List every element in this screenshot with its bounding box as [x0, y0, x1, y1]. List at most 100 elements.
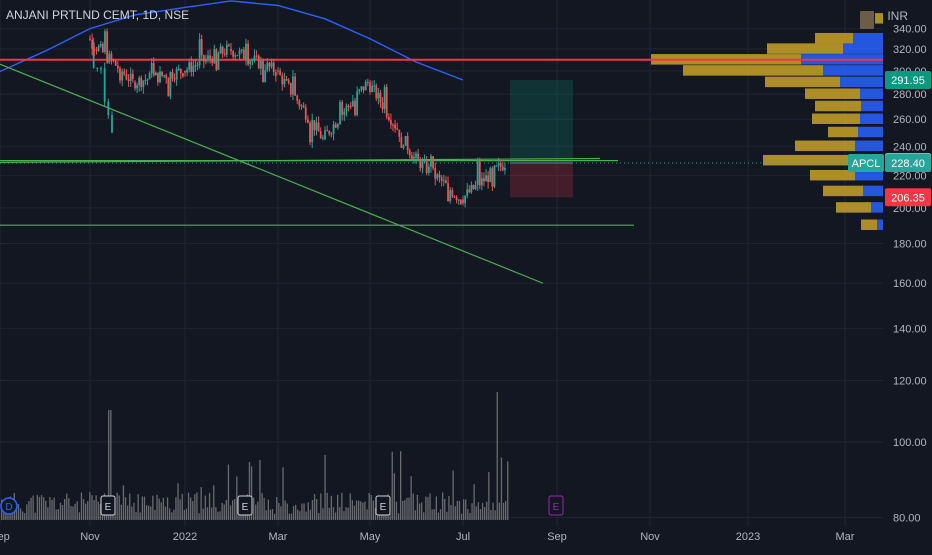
candle-body — [462, 199, 464, 204]
volume-bar — [278, 502, 280, 520]
currency-label: INR — [887, 9, 908, 23]
volume-bar — [339, 507, 341, 520]
volume-bar — [500, 457, 503, 520]
candle-body — [140, 77, 143, 88]
candle-body — [313, 120, 316, 131]
candle-body — [103, 68, 106, 102]
volume-bar — [3, 507, 5, 520]
candle-body — [381, 102, 384, 110]
candle-body — [423, 160, 426, 162]
candle-body — [225, 44, 228, 55]
candle-body — [396, 128, 399, 130]
candle-body — [392, 124, 394, 126]
volume-profile-buy-bar — [683, 65, 823, 76]
volume-bar — [61, 504, 64, 520]
candle-body — [138, 77, 141, 86]
volume-bar — [299, 511, 301, 520]
volume-bar — [177, 483, 179, 520]
volume-bar — [286, 503, 288, 520]
candle-body — [281, 75, 284, 85]
volume-bar — [34, 512, 36, 520]
volume-bar — [400, 451, 402, 520]
volume-bar — [463, 499, 465, 520]
price-badge-label: 291.95 — [891, 75, 925, 87]
candle-body — [315, 122, 318, 131]
volume-bar — [259, 459, 261, 520]
x-tick-label: Mar — [269, 531, 288, 543]
volume-bar — [412, 493, 414, 520]
candle-body — [354, 100, 356, 116]
candle-body — [351, 100, 354, 107]
volume-bar — [303, 503, 305, 520]
currency-badge-icon[interactable] — [860, 11, 874, 29]
event-marker-label: E — [105, 502, 112, 513]
volume-bar — [120, 504, 122, 520]
candle-body — [196, 64, 199, 66]
candle-body — [127, 79, 130, 82]
volume-bar — [217, 511, 219, 520]
candle-body — [260, 60, 262, 69]
x-tick-label: Mar — [836, 531, 855, 543]
candle-body — [451, 189, 454, 197]
candle-body — [93, 48, 96, 50]
candle-body — [487, 175, 490, 182]
volume-bar — [452, 470, 454, 520]
volume-bar — [322, 508, 324, 520]
earnings-marker — [237, 495, 253, 516]
candle-body — [358, 89, 361, 92]
volume-bar — [498, 502, 500, 520]
volume-profile-sell-bar — [860, 88, 883, 99]
volume-bar — [187, 492, 190, 520]
volume-bar — [114, 513, 116, 520]
volume-bar — [74, 503, 76, 520]
volume-bar — [488, 472, 490, 520]
candle-body — [112, 59, 115, 61]
candle-body — [186, 69, 188, 73]
volume-bar — [181, 493, 183, 520]
volume-bar — [364, 501, 366, 520]
candle-body — [472, 184, 475, 189]
candle-body — [341, 102, 344, 115]
candle-body — [294, 76, 296, 96]
candle-body — [390, 120, 392, 125]
volume-profile-sell-bar — [840, 76, 883, 88]
candle-body — [343, 111, 346, 115]
candle-body — [188, 62, 191, 70]
volume-bar — [425, 496, 427, 520]
volume-bar — [366, 509, 368, 520]
y-tick-label: 260.00 — [893, 114, 927, 126]
volume-profile-buy-bar — [763, 154, 848, 166]
volume-profile-buy-bar — [836, 202, 871, 213]
volume-bar — [370, 494, 372, 520]
volume-bar — [330, 495, 332, 520]
volume-bar — [89, 492, 91, 520]
volume-profile-sell-bar — [871, 202, 883, 213]
volume-bar — [362, 502, 364, 520]
candle-body — [163, 75, 166, 77]
volume-bar — [410, 476, 412, 520]
candle-body — [154, 72, 157, 76]
candle-body — [430, 156, 432, 167]
volume-bar — [169, 508, 171, 520]
volume-bar — [196, 492, 198, 520]
candle-body — [408, 150, 411, 156]
candle-body — [200, 39, 203, 56]
candle-body — [324, 130, 326, 140]
volume-bar — [347, 507, 349, 520]
candle-body — [470, 184, 473, 193]
volume-bar — [72, 506, 74, 520]
volume-bar — [185, 508, 188, 520]
volume-bar — [183, 510, 185, 520]
volume-bar — [204, 495, 206, 520]
candle-body — [192, 65, 195, 72]
volume-profile-sell-bar — [853, 32, 883, 44]
volume-bar — [76, 501, 78, 520]
candle-body — [123, 71, 126, 75]
candle-body — [455, 196, 458, 201]
candle-body — [240, 49, 243, 51]
volume-profile-buy-bar — [805, 88, 860, 99]
volume-bar — [309, 509, 311, 520]
volume-bar — [19, 508, 22, 520]
